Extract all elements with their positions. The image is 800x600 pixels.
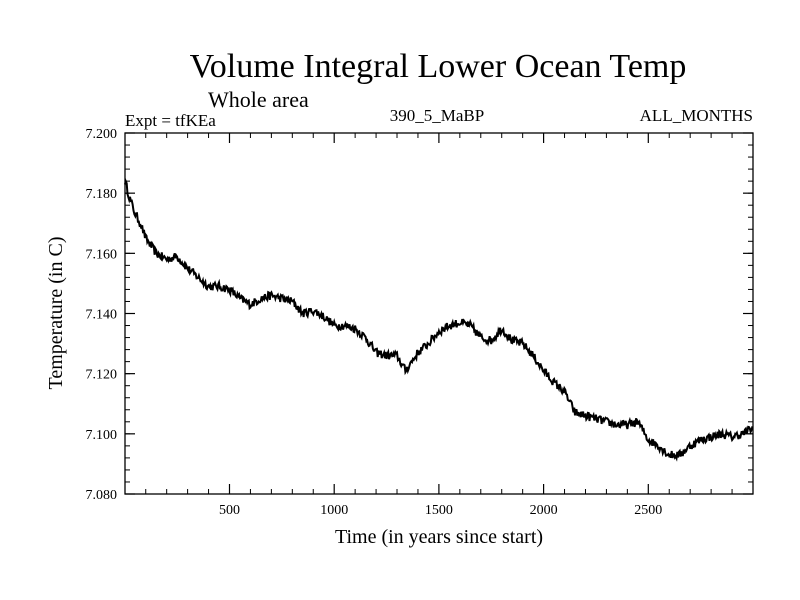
y-tick-label: 7.180 <box>86 187 118 202</box>
expt-annotation: Expt = tfKEa <box>125 111 216 130</box>
series-line <box>124 178 754 462</box>
y-axis-label: Temperature (in C) <box>45 237 67 390</box>
y-tick-label: 7.100 <box>86 428 118 443</box>
y-axis: 7.080 7.100 7.120 7.140 7.160 7.180 7.200 <box>86 127 753 503</box>
y-tick-label: 7.160 <box>86 247 118 262</box>
y-tick-label: 7.080 <box>86 488 118 503</box>
x-tick-label: 1000 <box>320 503 348 518</box>
y-tick-label: 7.200 <box>86 127 118 142</box>
x-tick-label: 1500 <box>425 503 453 518</box>
chart-subtitle: Whole area <box>208 87 309 112</box>
x-tick-label: 500 <box>219 503 240 518</box>
plot-frame <box>124 132 754 495</box>
x-tick-label: 2500 <box>634 503 662 518</box>
chart-title: Volume Integral Lower Ocean Temp <box>190 48 687 85</box>
y-tick-label: 7.120 <box>86 368 118 383</box>
x-axis-label: Time (in years since start) <box>335 526 543 548</box>
run-annotation: 390_5_MaBP <box>390 106 484 125</box>
months-annotation: ALL_MONTHS <box>640 106 753 125</box>
y-tick-label: 7.140 <box>86 308 118 323</box>
x-axis: 500 1000 1500 2000 2500 <box>145 133 733 518</box>
x-tick-label: 2000 <box>530 503 558 518</box>
